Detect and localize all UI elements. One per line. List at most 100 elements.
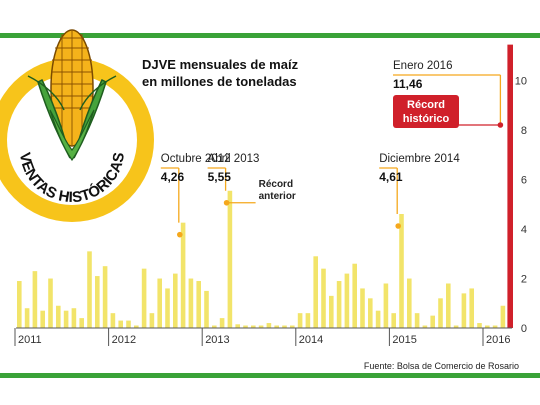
bar [110,313,116,328]
bar [368,298,373,328]
x-tick-label: 2015 [392,334,416,346]
record-badge [393,95,459,128]
corn-icon [27,29,117,162]
ventas-historicas-logo: VENTAS HISTÓRICAS [0,29,154,222]
chart-title-line-2: en millones de toneladas [142,74,297,89]
annotation-value: 5,55 [208,170,232,184]
bar [344,273,350,328]
bar [477,323,482,328]
bar [461,293,467,328]
bar [63,310,69,328]
annotation-value: 4,61 [379,170,403,184]
bar [118,320,123,328]
annotation-dot [395,223,402,229]
bar [282,325,287,328]
annotation-value: 4,26 [161,170,185,184]
x-axis-ticks: 2011 2012 2013 2014 2015 2016 [14,328,510,346]
top-frame-line [0,33,540,38]
bar [243,325,248,328]
bar [305,313,311,328]
bar [290,325,295,328]
bar [274,325,279,328]
bar [56,305,61,328]
x-tick-label: 2016 [486,334,510,346]
record-badge-text: histórico [403,113,450,125]
bar [40,310,45,328]
annotation-label: Enero 2016 [393,60,452,72]
chart-title-line-1: DJVE mensuales de maíz [142,57,299,72]
annotation-note: Récord [259,179,293,190]
bar [204,290,209,328]
bar [414,313,420,328]
bar [219,318,225,328]
bar [126,320,131,328]
bar [297,313,303,328]
annotation-dot [497,122,504,128]
y-axis-ticks: 0 2 4 6 8 10 [515,76,527,335]
bar [258,325,264,328]
bar [79,318,84,328]
bar [227,190,233,328]
bar [329,295,334,328]
bar [492,325,498,328]
annotation-label: Octubre 2012 [161,153,231,165]
annotation-value: 11,46 [393,77,423,91]
bar [313,256,318,328]
x-tick-label: 2013 [205,334,229,346]
bar [134,325,139,328]
annotation-note: anterior [259,191,296,202]
bar [336,281,342,328]
bar [360,288,365,328]
bar [391,313,396,328]
bar [321,268,326,328]
x-tick-label: 2012 [112,334,136,346]
bar [141,268,147,328]
y-tick-label: 8 [521,125,527,137]
plot-area: 2011 2012 2013 2014 2015 2016 0 2 4 6 8 10 Octubre… [14,44,527,346]
bar [87,251,92,328]
bar [438,298,443,328]
bar [235,324,240,328]
source-note: Fuente: Bolsa de Comercio de Rosario [364,361,519,371]
bar [17,281,22,328]
x-tick-label: 2011 [18,334,42,346]
bar [157,278,162,328]
bar [188,278,194,328]
y-tick-label: 0 [521,323,527,335]
record-badge-text: Récord [407,99,445,111]
bar [375,310,381,328]
bar [71,308,77,328]
bar [196,281,201,328]
bar [383,283,389,328]
bar [102,266,108,328]
bar [149,313,155,328]
annotation-label: Abril 2013 [208,153,260,165]
bar [48,278,53,328]
bar [173,273,178,328]
bar [251,325,256,328]
bar [422,325,428,328]
y-tick-label: 10 [515,76,527,88]
bottom-frame-line [0,373,540,378]
x-tick-label: 2014 [299,334,323,346]
bar [485,325,490,328]
y-tick-label: 4 [521,224,527,236]
bar [469,288,474,328]
bar [453,325,459,328]
y-tick-label: 2 [521,274,527,286]
bar [399,214,404,328]
bar [430,315,435,328]
bar [407,278,412,328]
bar [165,288,170,328]
bar [212,325,217,328]
y-tick-label: 6 [521,175,527,187]
bar [500,305,506,328]
annotation-label: Diciembre 2014 [379,153,460,165]
bar [266,323,272,328]
bar [446,283,451,328]
bars-group [17,44,513,328]
bar [32,271,38,328]
bar [352,263,357,328]
